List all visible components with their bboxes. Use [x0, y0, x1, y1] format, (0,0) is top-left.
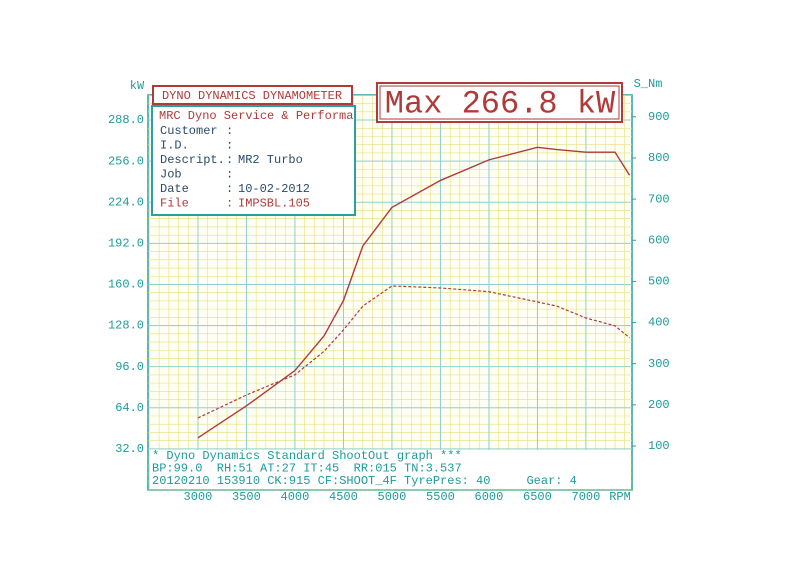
x-tick-label: 4000 [281, 490, 310, 504]
x-tick-label: 6000 [475, 490, 504, 504]
lines [197, 146, 631, 439]
chart-title: DYNO DYNAMICS DYNAMOMETER [162, 89, 342, 103]
y2-tick-label: 500 [648, 275, 670, 289]
y2-tick-label: 600 [648, 233, 670, 247]
y2-tick-label: 400 [648, 316, 670, 330]
x-tick-label: 3000 [184, 490, 213, 504]
y-tick-label: 128.0 [108, 319, 144, 333]
y-tick-label: 256.0 [108, 154, 144, 168]
info-box [151, 105, 356, 216]
info-label: Customer [160, 124, 218, 138]
power-line [197, 146, 631, 439]
info-colon: : [226, 182, 233, 196]
y-tick-label: 192.0 [108, 237, 144, 251]
info-label: Descript. [160, 153, 225, 167]
info-label: Date [160, 182, 189, 196]
info-value: IMPSBL.105 [238, 197, 310, 211]
info-value: MR2 Turbo [238, 153, 303, 167]
x-tick-label: 5500 [426, 490, 455, 504]
footer-line: 20120210 153910 CK:915 CF:SHOOT_4F TyreP… [152, 474, 577, 488]
info-colon: : [226, 168, 233, 182]
x-tick-label: 4500 [329, 490, 358, 504]
y2-tick-label: 800 [648, 151, 670, 165]
y-tick-label: 32.0 [115, 442, 144, 456]
info-colon: : [226, 139, 233, 153]
x-tick-label: 5000 [378, 490, 407, 504]
x-tick-label: 3500 [232, 490, 261, 504]
y-tick-label: 224.0 [108, 195, 144, 209]
y-tick-label: 160.0 [108, 278, 144, 292]
y2-tick-label: 700 [648, 192, 670, 206]
torque-line [197, 285, 630, 419]
y2-tick-label: 200 [648, 398, 670, 412]
footer-line: BP:99.0 RH:51 AT:27 IT:45 RR:015 TN:3.53… [152, 462, 462, 476]
y-tick-label: 288.0 [108, 113, 144, 127]
y2-tick-label: 100 [648, 439, 670, 453]
info-value: 10-02-2012 [238, 182, 310, 196]
y-tick-label: 64.0 [115, 401, 144, 415]
y2-axis-label: S_Nm [634, 77, 663, 91]
info-colon: : [226, 153, 233, 167]
y2-tick-label: 300 [648, 357, 670, 371]
footer: * Dyno Dynamics Standard ShootOut graph … [152, 449, 577, 488]
info-label: I.D. [160, 139, 189, 153]
y2-tick-label: 900 [648, 110, 670, 124]
x-tick-label: 7000 [572, 490, 601, 504]
footer-line: * Dyno Dynamics Standard ShootOut graph … [152, 449, 462, 463]
max-box-inner [379, 85, 620, 120]
y-tick-label: 96.0 [115, 360, 144, 374]
max-label: Max 266.8 kW [385, 85, 616, 122]
info-heading: MRC Dyno Service & Performa [159, 109, 353, 123]
y-axis-label: kW [130, 79, 145, 93]
x-tick-label: 6500 [523, 490, 552, 504]
footer-box [150, 450, 630, 489]
info-label: File [160, 197, 189, 211]
max-box [376, 82, 623, 123]
info-rows: Customer:I.D.:Descript.: MR2 TurboJob:Dat… [160, 124, 310, 211]
x-axis-label: RPM [609, 490, 631, 504]
info-colon: : [226, 124, 233, 138]
info-colon: : [226, 197, 233, 211]
title-box [152, 85, 353, 105]
info-label: Job [160, 168, 182, 182]
